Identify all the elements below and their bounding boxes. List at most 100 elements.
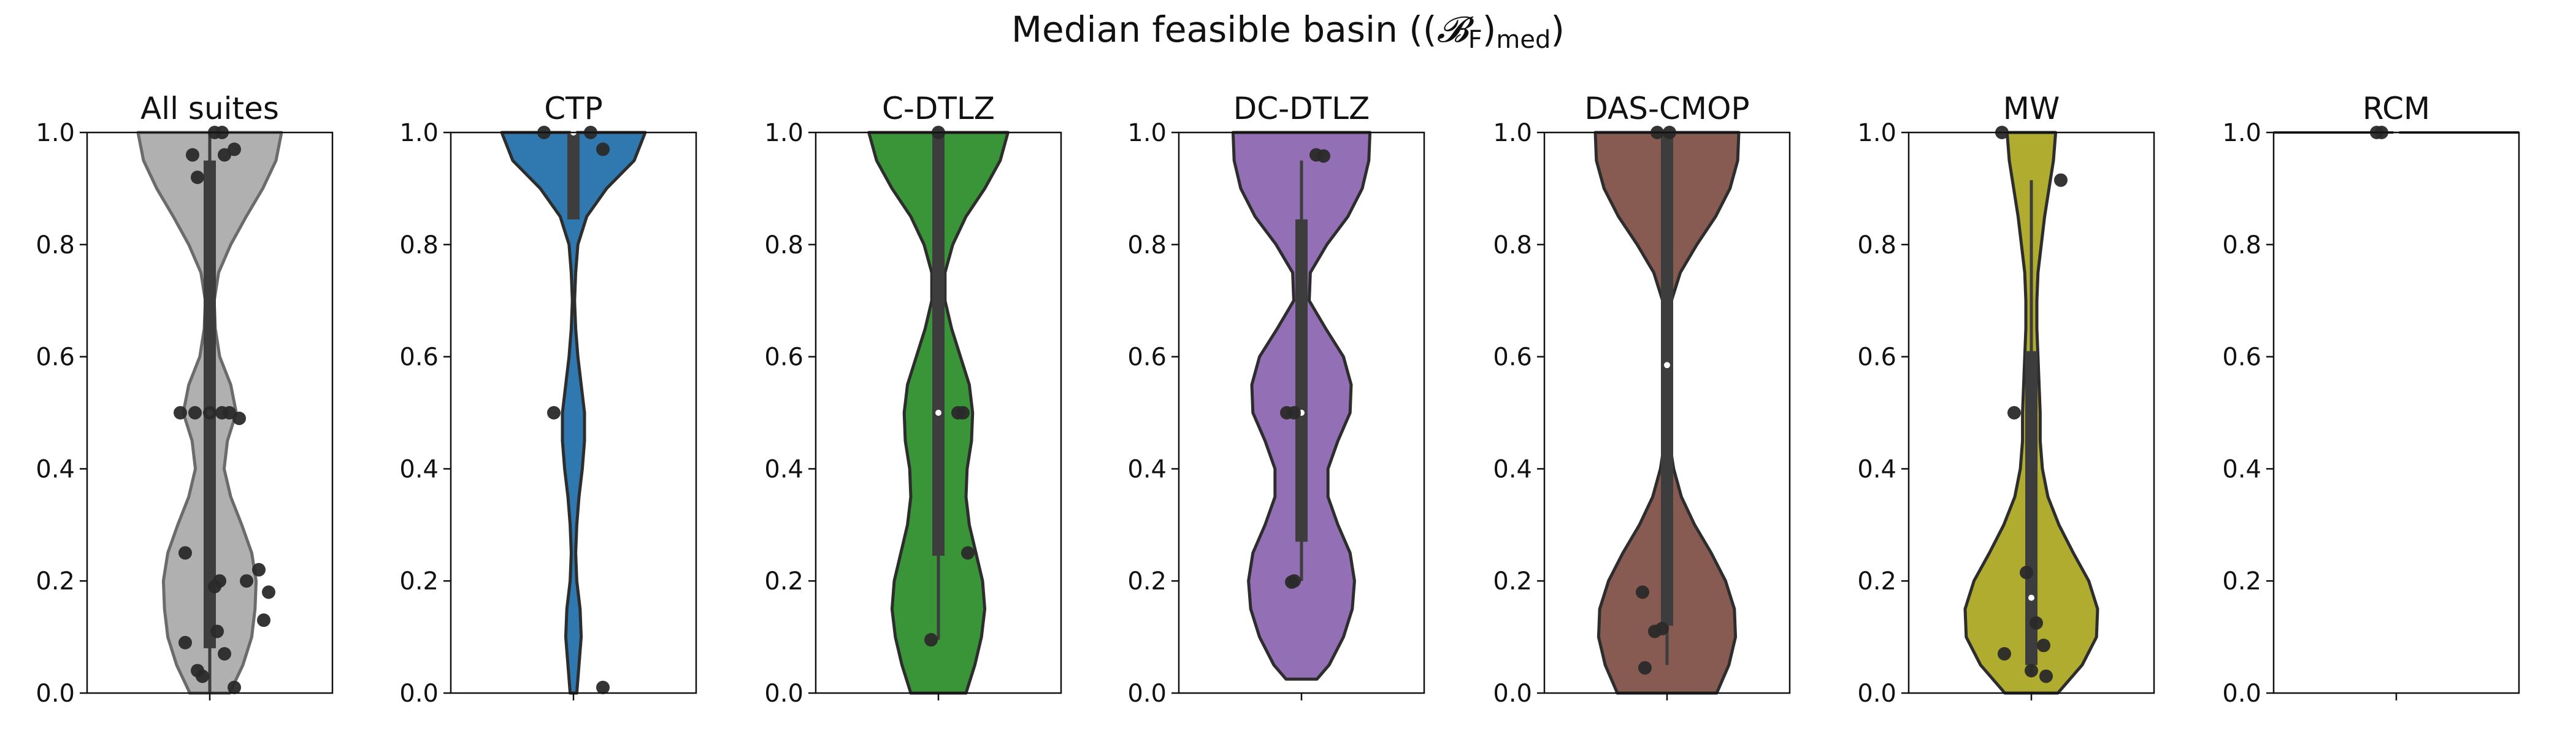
y-tick-label: 0.4 <box>1857 455 1896 483</box>
data-point <box>178 635 192 650</box>
y-tick-label: 0.4 <box>1127 455 1167 483</box>
data-point <box>1638 661 1652 675</box>
iqr-box <box>1661 132 1673 626</box>
y-tick-label: 0.0 <box>2222 680 2261 708</box>
panel-title: MW <box>2003 91 2060 126</box>
panel-title: DAS-CMOP <box>1584 91 1749 126</box>
data-point <box>2025 664 2038 678</box>
y-tick-label: 1.0 <box>36 119 75 147</box>
data-point <box>191 171 204 185</box>
y-tick-label: 0.2 <box>399 567 439 596</box>
data-point <box>1655 621 1669 635</box>
y-tick-label: 0.2 <box>1493 567 1532 596</box>
data-point <box>223 406 236 420</box>
y-tick-label: 0.0 <box>399 680 439 708</box>
y-tick-label: 1.0 <box>1857 119 1896 147</box>
data-point <box>232 412 246 426</box>
y-tick-label: 0.0 <box>1127 680 1167 708</box>
y-tick-label: 0.8 <box>2222 231 2261 259</box>
data-point <box>1317 149 1330 163</box>
title-prefix: Median feasible basin (( <box>1011 9 1437 50</box>
iqr-box <box>204 160 216 648</box>
data-point <box>196 669 209 683</box>
data-point <box>228 680 241 694</box>
data-point <box>1636 585 1649 599</box>
iqr-box <box>2025 351 2037 665</box>
data-point <box>240 574 253 588</box>
data-point <box>924 633 938 647</box>
y-tick-label: 0.6 <box>1857 343 1896 372</box>
data-point <box>1998 647 2011 661</box>
y-tick-label: 0.4 <box>764 455 803 483</box>
y-tick-label: 0.6 <box>764 343 803 372</box>
y-tick-label: 0.2 <box>2222 567 2261 596</box>
data-point <box>2054 173 2068 187</box>
panel-title: C-DTLZ <box>882 91 995 126</box>
y-tick-label: 0.8 <box>36 231 75 259</box>
y-tick-label: 1.0 <box>2222 119 2261 147</box>
y-tick-label: 0.8 <box>764 231 803 259</box>
data-point <box>228 142 241 156</box>
y-tick-label: 0.6 <box>2222 343 2261 372</box>
y-tick-label: 0.8 <box>1127 231 1167 259</box>
y-tick-label: 1.0 <box>399 119 439 147</box>
y-tick-label: 0.6 <box>36 343 75 372</box>
y-tick-label: 0.0 <box>1857 680 1896 708</box>
y-tick-label: 0.4 <box>1493 455 1532 483</box>
title-sub-f: F <box>1468 26 1482 54</box>
data-point <box>547 406 561 420</box>
title-sub-med: med <box>1496 26 1551 54</box>
data-point <box>961 546 975 560</box>
y-tick-label: 0.8 <box>399 231 439 259</box>
y-tick-label: 1.0 <box>1493 119 1532 147</box>
data-point <box>188 406 202 420</box>
data-point <box>218 647 231 661</box>
data-point <box>262 585 275 599</box>
data-point <box>208 580 221 594</box>
panel-title: RCM <box>2363 91 2430 126</box>
y-tick-label: 0.6 <box>1493 343 1532 372</box>
y-tick-label: 1.0 <box>764 119 803 147</box>
data-point <box>596 680 610 694</box>
y-tick-label: 0.2 <box>764 567 803 596</box>
data-point <box>2030 616 2043 630</box>
panel-title: CTP <box>544 91 603 126</box>
axes-frame <box>2272 131 2520 694</box>
data-point <box>1285 575 1298 589</box>
y-tick-label: 0.6 <box>399 343 439 372</box>
iqr-box <box>1295 219 1308 542</box>
figure-title: Median feasible basin ((𝓑F)med) <box>0 9 2576 54</box>
data-point <box>210 624 224 638</box>
y-tick-label: 0.8 <box>1493 231 1532 259</box>
median-marker <box>2028 594 2034 601</box>
title-mid: ) <box>1482 9 1497 50</box>
y-tick-label: 0.4 <box>36 455 75 483</box>
data-point <box>2039 669 2053 683</box>
data-point <box>186 148 199 162</box>
data-point <box>2007 406 2021 420</box>
panel-title: DC-DTLZ <box>1233 91 1370 126</box>
y-tick-label: 0.0 <box>36 680 75 708</box>
data-point <box>1287 406 1301 420</box>
iqr-box <box>932 132 945 556</box>
median-marker <box>935 410 941 416</box>
y-tick-label: 0.0 <box>764 680 803 708</box>
median-marker <box>1664 362 1670 369</box>
title-suffix: ) <box>1551 9 1565 50</box>
y-tick-label: 0.8 <box>1857 231 1896 259</box>
y-tick-label: 0.4 <box>399 455 439 483</box>
y-tick-label: 0.0 <box>1493 680 1532 708</box>
y-tick-label: 0.4 <box>2222 455 2261 483</box>
data-point <box>2037 638 2050 653</box>
y-tick-label: 0.2 <box>1857 567 1896 596</box>
y-tick-label: 1.0 <box>1127 119 1167 147</box>
title-symbol: 𝓑 <box>1436 9 1468 50</box>
y-tick-label: 0.2 <box>36 567 75 596</box>
iqr-box <box>567 132 580 220</box>
data-point <box>203 406 217 420</box>
data-point <box>596 142 610 156</box>
data-point <box>174 406 187 420</box>
panel-title: All suites <box>140 91 279 126</box>
data-point <box>257 613 270 627</box>
